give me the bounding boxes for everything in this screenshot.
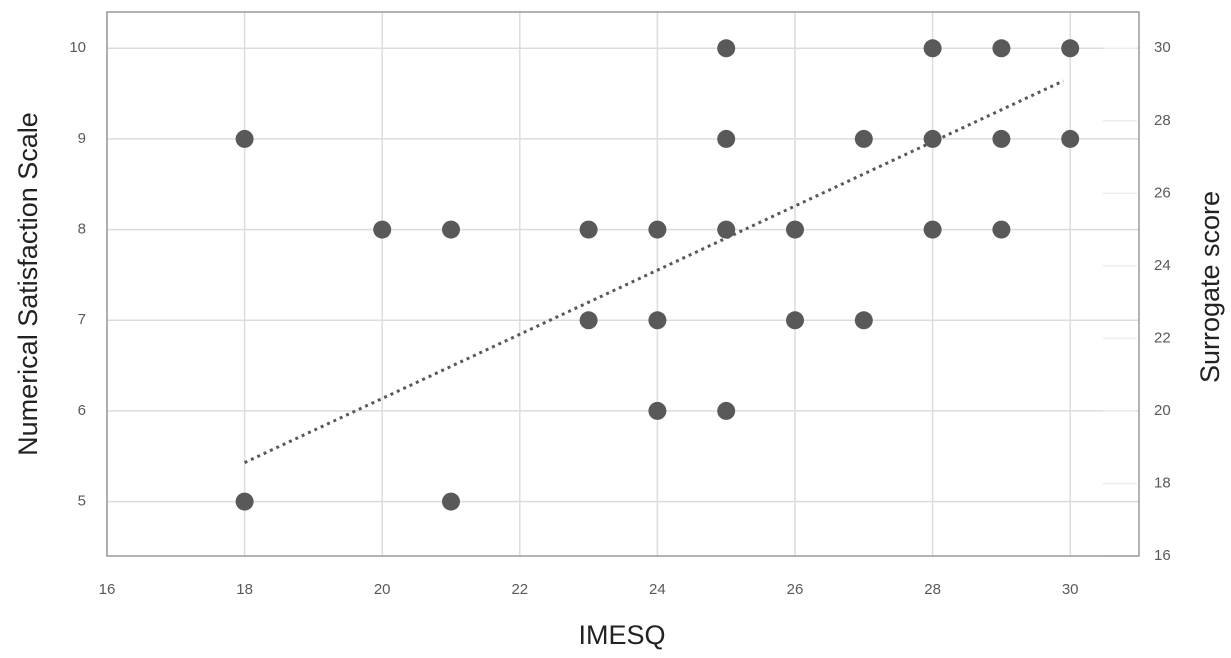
x-tick-label: 22 (511, 581, 528, 598)
point (235, 129, 254, 148)
x-tick-label: 16 (99, 581, 116, 598)
x-tick-label: 28 (924, 581, 941, 598)
y-tick-label: 7 (78, 311, 86, 328)
y2-tick-label: 24 (1154, 257, 1171, 274)
y-tick-label: 6 (78, 402, 86, 419)
point (717, 129, 736, 148)
y2-axis-label: Surrogate score (1195, 191, 1225, 383)
point (1061, 39, 1080, 58)
point (786, 311, 804, 330)
y-tick-label: 5 (78, 493, 86, 510)
point (923, 220, 942, 239)
y-tick-label: 10 (69, 39, 86, 56)
point (442, 492, 460, 511)
point (717, 220, 736, 239)
point (717, 401, 736, 420)
y2-tick-label: 22 (1154, 329, 1171, 346)
y-tick-label: 8 (78, 221, 86, 238)
point (854, 311, 873, 330)
point (1061, 129, 1080, 148)
point (992, 220, 1011, 239)
y2-tick-label: 16 (1154, 547, 1171, 564)
y2-tick-label: 30 (1154, 39, 1171, 56)
point (648, 401, 667, 420)
point (442, 220, 460, 239)
y2-tick-label: 28 (1154, 112, 1171, 129)
point (648, 311, 667, 330)
x-tick-label: 24 (649, 581, 666, 598)
point (235, 492, 254, 511)
point (373, 220, 392, 239)
point (648, 220, 667, 239)
point (786, 220, 804, 239)
x-tick-label: 20 (374, 581, 391, 598)
y2-tick-label: 20 (1154, 402, 1171, 419)
x-tick-label: 30 (1062, 581, 1079, 598)
point (854, 129, 873, 148)
x-axis-label: IMESQ (578, 620, 665, 650)
x-tick-label: 18 (236, 581, 253, 598)
point (923, 129, 942, 148)
point (579, 220, 598, 239)
x-tick-label: 26 (787, 581, 804, 598)
y2-tick-label: 26 (1154, 184, 1171, 201)
plot-frame (106, 11, 1140, 557)
y-tick-label: 9 (78, 130, 86, 147)
y-axis-label: Numerical Satisfaction Scale (13, 112, 43, 456)
point (717, 39, 736, 58)
point (992, 129, 1011, 148)
point (992, 39, 1011, 58)
point (579, 311, 598, 330)
y2-tick-label: 18 (1154, 474, 1171, 491)
point (923, 39, 942, 58)
